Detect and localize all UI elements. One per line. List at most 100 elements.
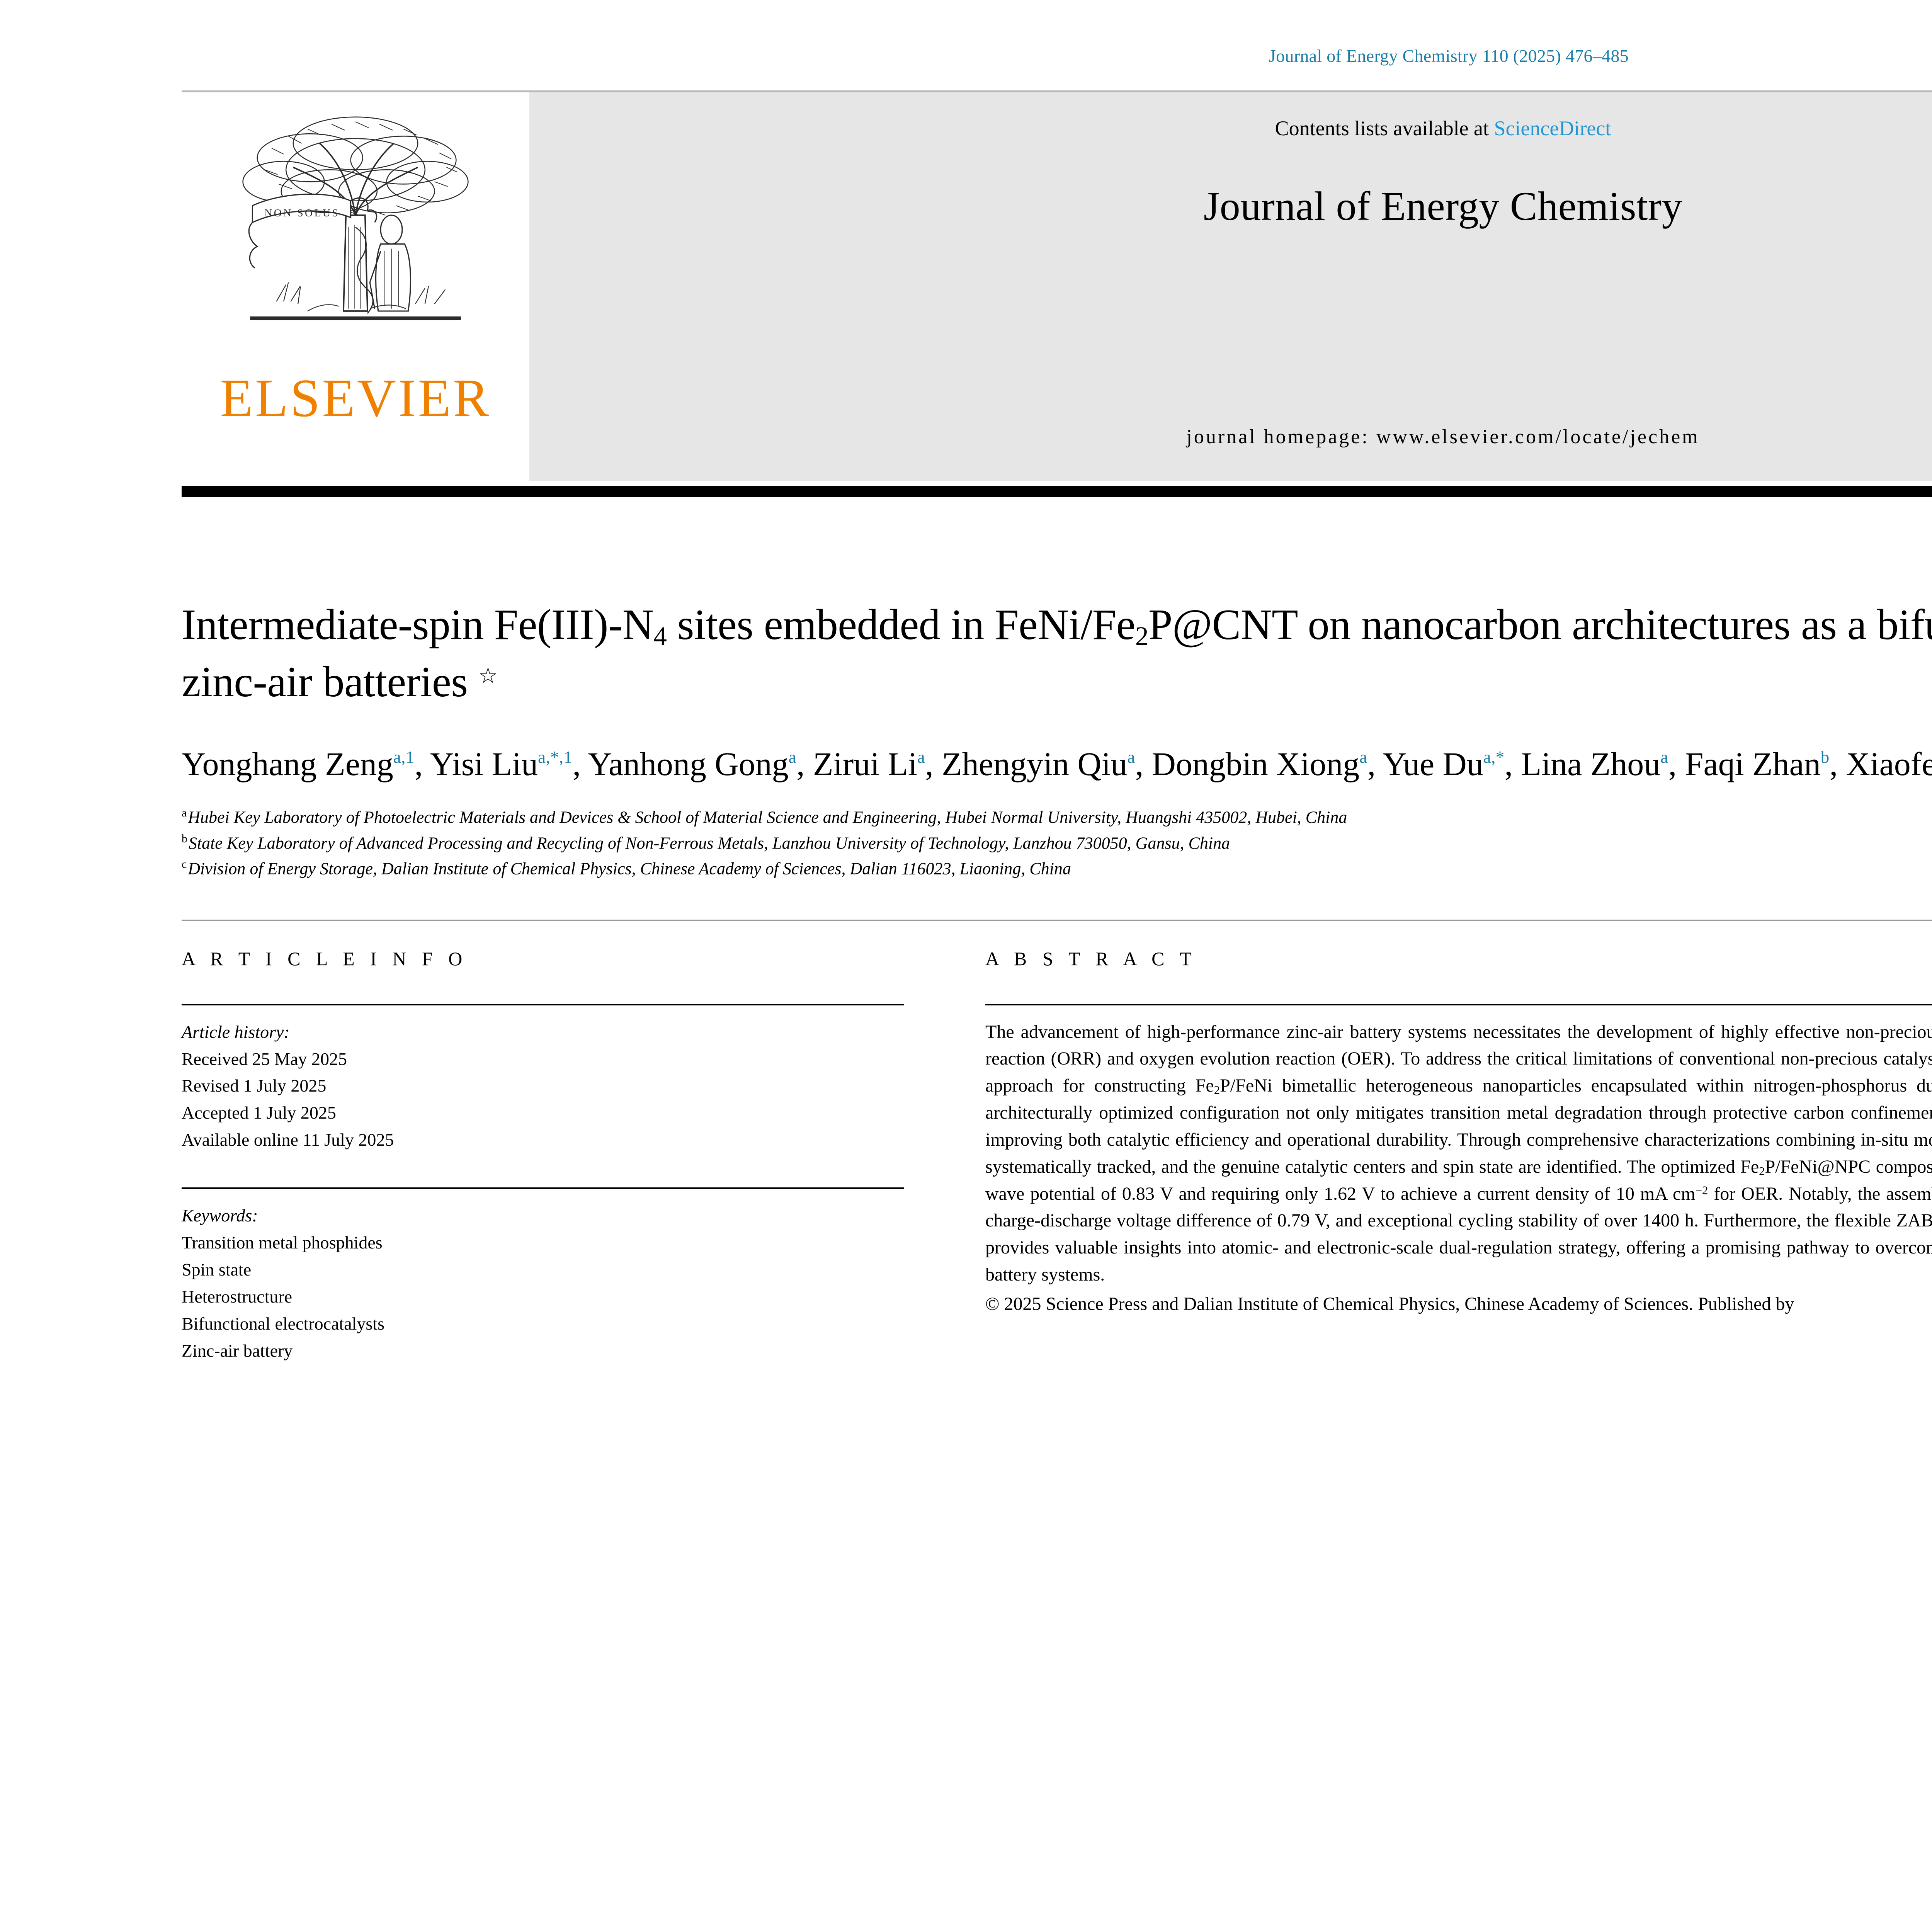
abstract-part-4: P/FeNi@NPC composite exhibited remarkabl…: [985, 1156, 1932, 1204]
abstract-rule: [985, 1003, 1932, 1005]
author-marks: a,*,1: [538, 747, 573, 767]
author-separator: ,: [925, 745, 942, 783]
author-name: Yisi Liu: [430, 745, 538, 783]
title-subscript-2: 2: [1135, 621, 1149, 651]
author-name: Zhengyin Qiu: [942, 745, 1128, 783]
author-entry: Zirui Lia,: [813, 745, 942, 782]
author-entry: Yonghang Zenga,1,: [182, 745, 430, 782]
author-marks: a: [1660, 747, 1668, 767]
keywords-block: Keywords: Transition metal phosphides Sp…: [182, 1189, 904, 1364]
svg-text:NON SOLUS: NON SOLUS: [264, 207, 340, 219]
elsevier-logo-block: NON SOLUS ELSEVIER: [182, 92, 529, 481]
contents-lists-line: Contents lists available at ScienceDirec…: [1275, 116, 1611, 140]
affiliation-mark: c: [182, 858, 187, 871]
history-item: Received 25 May 2025: [182, 1049, 347, 1069]
history-item: Available online 11 July 2025: [182, 1130, 394, 1150]
author-separator: ,: [1668, 745, 1685, 783]
author-marks: a: [788, 747, 797, 767]
keyword-item: Zinc-air battery: [182, 1340, 293, 1361]
masthead-banner: Contents lists available at ScienceDirec…: [529, 92, 1932, 481]
abstract-text: The advancement of high-performance zinc…: [985, 1005, 1932, 1288]
article-info-rule: [182, 1003, 904, 1005]
journal-homepage-line[interactable]: journal homepage: www.elsevier.com/locat…: [1186, 426, 1700, 448]
title-block: Intermediate-spin Fe(III)-N4 sites embed…: [182, 597, 1932, 710]
journal-title: Journal of Energy Chemistry: [1203, 184, 1683, 229]
author-name: Faqi Zhan: [1685, 745, 1821, 783]
title-subscript-4: 4: [653, 621, 667, 651]
abstract-part-2: P/FeNi bimetallic heterogeneous nanopart…: [1220, 1075, 1932, 1096]
author-name: Xiaofei Yang: [1846, 745, 1932, 783]
author-marks: a,1: [393, 747, 415, 767]
affiliation-text: State Key Laboratory of Advanced Process…: [188, 833, 1230, 853]
title-part-1: Intermediate-spin Fe(III)-N: [182, 601, 654, 649]
abstract-sub-1: 2: [1214, 1083, 1220, 1097]
author-entry: Dongbin Xionga,: [1152, 745, 1383, 782]
author-marks: a,*: [1483, 747, 1505, 767]
keywords-label: Keywords:: [182, 1206, 258, 1226]
affiliation-list: aHubei Key Laboratory of Photoelectric M…: [182, 804, 1932, 881]
title-part-3: P@CNT on nanocarbon architectures as a b…: [182, 601, 1932, 706]
article-history-block: Article history: Received 25 May 2025 Re…: [182, 1005, 904, 1154]
affiliation-text: Division of Energy Storage, Dalian Insti…: [188, 859, 1071, 878]
abstract-part-3: P/FeNi@NPC). This architecturally optimi…: [985, 1102, 1932, 1177]
article-info-column: A R T I C L E I N F O Article history: R…: [182, 947, 904, 1372]
history-item: Accepted 1 July 2025: [182, 1103, 336, 1123]
author-entry: Faqi Zhanb,: [1685, 745, 1846, 782]
abstract-part-1: The advancement of high-performance zinc…: [985, 1021, 1932, 1096]
keyword-item: Spin state: [182, 1259, 252, 1279]
author-entry: Zhengyin Qiua,: [942, 745, 1151, 782]
article-info-heading: A R T I C L E I N F O: [182, 947, 468, 969]
author-separator: ,: [572, 745, 588, 783]
author-name: Yonghang Zeng: [182, 745, 393, 783]
author-name: Zirui Li: [813, 745, 917, 783]
abstract-heading: A B S T R A C T: [985, 947, 1197, 969]
abstract-column: A B S T R A C T The advancement of high-…: [985, 947, 1932, 1372]
abstract-sub-3: 2: [1759, 1164, 1765, 1178]
author-name: Lina Zhou: [1521, 745, 1661, 783]
affiliation-item: bState Key Laboratory of Advanced Proces…: [182, 830, 1932, 856]
copyright-statement: © 2025 Science Press and Dalian Institut…: [985, 1291, 1932, 1371]
author-entry: Lina Zhoua,: [1521, 745, 1685, 782]
author-separator: ,: [796, 745, 813, 783]
affiliation-text: Hubei Key Laboratory of Photoelectric Ma…: [188, 808, 1347, 827]
author-separator: ,: [1135, 745, 1152, 783]
author-separator: ,: [414, 745, 430, 783]
history-item: Revised 1 July 2025: [182, 1076, 327, 1096]
masthead-black-bar: [182, 486, 1932, 497]
title-footnote-star: ☆: [478, 663, 498, 688]
info-abstract-columns: A R T I C L E I N F O Article history: R…: [182, 919, 1932, 1372]
author-list: Yonghang Zenga,1, Yisi Liua,*,1, Yanhong…: [182, 740, 1932, 787]
title-part-2: sites embedded in FeNi/Fe: [667, 601, 1136, 649]
elsevier-tree-icon: NON SOLUS: [242, 116, 469, 320]
journal-masthead: NON SOLUS ELSEVIER: [182, 90, 1932, 481]
affiliation-mark: a: [182, 806, 187, 820]
author-marks: a: [917, 747, 925, 767]
page-title: Intermediate-spin Fe(III)-N4 sites embed…: [182, 597, 1932, 710]
affiliation-item: aHubei Key Laboratory of Photoelectric M…: [182, 804, 1932, 830]
keyword-item: Transition metal phosphides: [182, 1233, 383, 1253]
author-separator: ,: [1504, 745, 1521, 783]
author-name: Yanhong Gong: [588, 745, 789, 783]
affiliation-mark: b: [182, 832, 187, 845]
author-entry: Yanhong Gonga,: [588, 745, 813, 782]
elsevier-wordmark: ELSEVIER: [220, 368, 491, 428]
keywords-rule: [182, 1187, 904, 1189]
contents-prefix: Contents lists available at: [1275, 117, 1494, 140]
abstract-sup-1: −2: [1695, 1183, 1708, 1197]
sciencedirect-link[interactable]: ScienceDirect: [1494, 117, 1611, 140]
article-history-label: Article history:: [182, 1022, 290, 1042]
abstract-part-5: for OER. Notably, the assembled recharge…: [1714, 1183, 1932, 1204]
copyright-line-1: © 2025 Science Press and Dalian Institut…: [985, 1293, 1794, 1314]
keyword-item: Bifunctional electrocatalysts: [182, 1313, 384, 1333]
author-marks: a: [1359, 747, 1367, 767]
author-name: Dongbin Xiong: [1151, 745, 1360, 783]
keyword-item: Heterostructure: [182, 1286, 293, 1306]
author-separator: ,: [1367, 745, 1383, 783]
author-marks: b: [1820, 747, 1830, 767]
author-entry: Yisi Liua,*,1,: [430, 745, 588, 782]
author-marks: a: [1127, 747, 1135, 767]
affiliation-item: cDivision of Energy Storage, Dalian Inst…: [182, 856, 1932, 881]
author-name: Yue Du: [1383, 745, 1483, 783]
abstract-part-6: , a low charge-discharge voltage differe…: [985, 1210, 1932, 1285]
author-entry: Xiaofei Yangc,*: [1846, 745, 1932, 782]
